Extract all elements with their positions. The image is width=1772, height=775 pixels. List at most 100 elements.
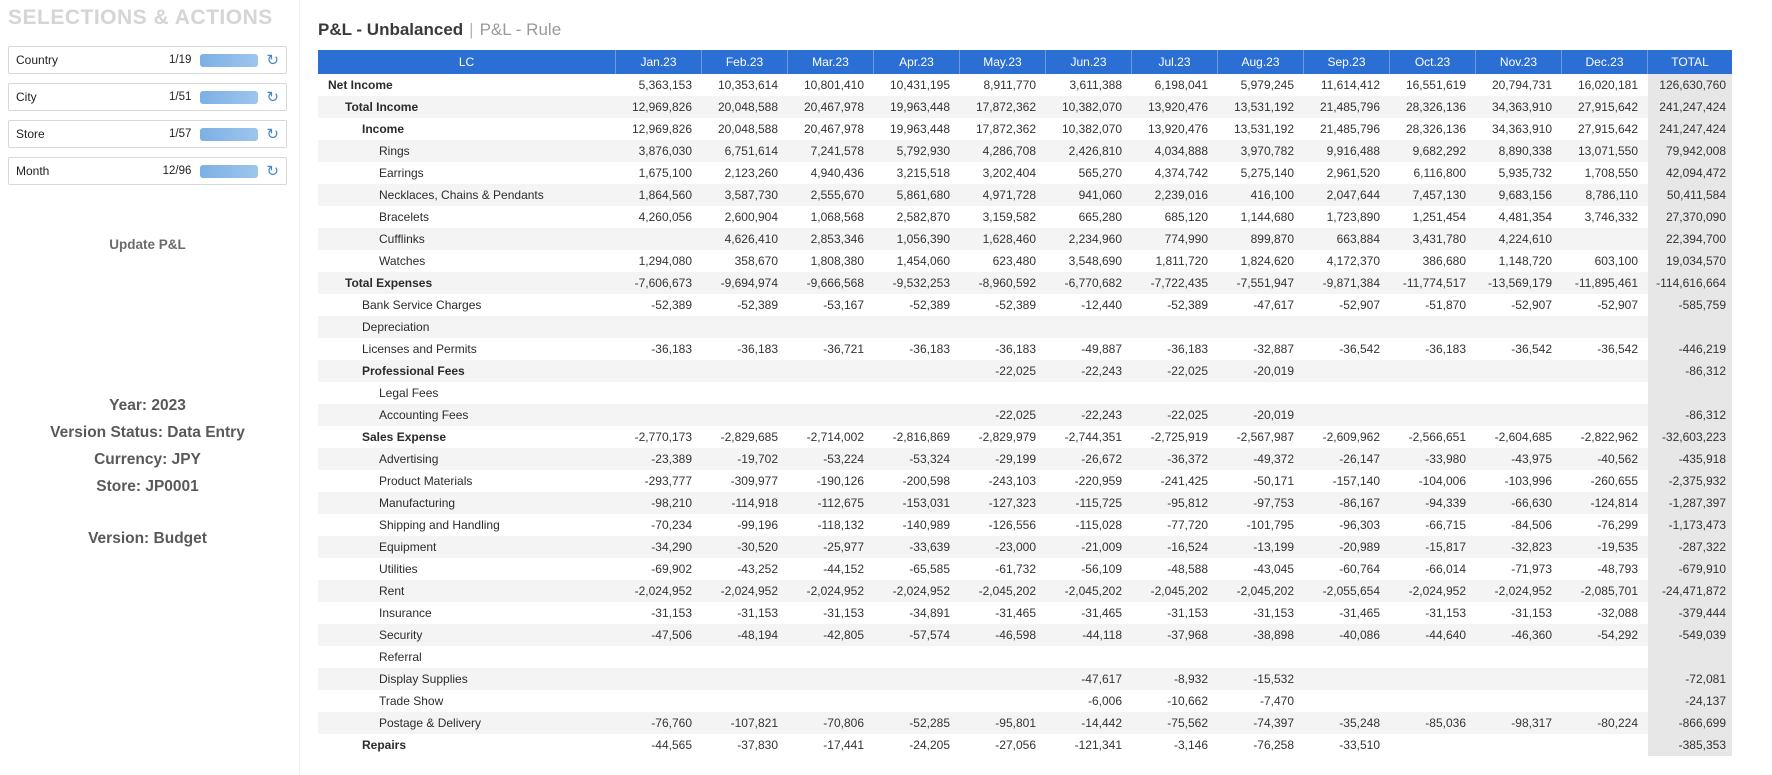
cell[interactable] [1476,690,1562,712]
cell[interactable]: -13,199 [1253,540,1294,554]
cell[interactable]: -56,109 [1081,562,1122,576]
cell[interactable]: -85,036 [1425,716,1466,730]
cell[interactable]: -94,339 [1425,496,1466,510]
cell[interactable]: -124,814 [1590,496,1638,510]
cell[interactable]: -14,442 [1081,716,1122,730]
cell[interactable]: 4,224,610 [1498,232,1552,246]
cell[interactable]: -44,118 [1082,628,1122,642]
cell[interactable]: 17,872,362 [975,100,1036,114]
cell[interactable]: -140,989 [902,518,950,532]
cell[interactable]: -27,056 [995,738,1036,752]
cell[interactable] [616,646,702,668]
cell-total[interactable]: 50,411,584 [1648,184,1732,206]
cell[interactable]: -37,830 [737,738,778,752]
cell[interactable]: -36,183 [651,342,692,356]
cell[interactable]: -48,793 [1597,562,1638,576]
cell[interactable] [616,316,702,338]
cell[interactable]: -26,672 [1081,452,1122,466]
cell[interactable]: -86,167 [1339,496,1380,510]
cell[interactable]: -127,323 [988,496,1036,510]
cell[interactable]: -7,551,947 [1236,276,1294,290]
cell[interactable]: -40,562 [1597,452,1638,466]
cell[interactable]: -53,324 [909,452,950,466]
cell-total[interactable]: 22,394,700 [1648,228,1732,250]
cell[interactable]: -2,085,701 [1580,584,1638,598]
cell[interactable]: 1,454,060 [896,254,950,268]
cell[interactable]: 10,382,070 [1061,122,1122,136]
cell[interactable]: -31,465 [1339,606,1380,620]
cell[interactable]: 12,969,826 [631,100,692,114]
cell[interactable]: -53,224 [823,452,864,466]
column-header-mar-23[interactable]: Mar.23 [788,50,874,74]
cell[interactable]: 8,911,770 [983,78,1037,92]
cell[interactable]: -29,199 [995,452,1036,466]
cell[interactable]: -36,542 [1339,342,1380,356]
cell[interactable]: 4,286,708 [982,144,1036,158]
cell[interactable]: 13,920,476 [1147,122,1208,136]
cell[interactable]: -48,588 [1167,562,1208,576]
column-header-jun-23[interactable]: Jun.23 [1046,50,1132,74]
cell[interactable]: -31,153 [737,606,778,620]
cell[interactable]: -103,996 [1504,474,1552,488]
cell[interactable]: -44,565 [651,738,692,752]
cell-total[interactable]: -86,312 [1648,360,1732,382]
cell[interactable] [1304,360,1390,382]
cell-total[interactable]: 126,630,760 [1648,74,1732,96]
cell[interactable] [1304,668,1390,690]
cell[interactable] [874,646,960,668]
cell[interactable]: 6,751,614 [724,144,778,158]
cell[interactable]: 3,970,782 [1240,144,1294,158]
cell[interactable]: 899,870 [1250,232,1294,246]
cell[interactable] [1390,404,1476,426]
cell[interactable] [1132,316,1218,338]
cell[interactable]: -48,194 [737,628,778,642]
cell[interactable]: -47,617 [1081,672,1122,686]
cell[interactable]: -2,567,987 [1236,430,1294,444]
cell-total[interactable]: -24,137 [1648,690,1732,712]
cell[interactable]: -118,132 [817,518,864,532]
cell[interactable]: 1,144,680 [1240,210,1294,224]
cell[interactable]: -44,640 [1425,628,1466,642]
cell[interactable]: -15,532 [1253,672,1294,686]
cell-total[interactable]: -114,616,664 [1648,272,1732,294]
cell-total[interactable]: -72,081 [1648,668,1732,690]
cell[interactable]: 19,963,448 [889,122,950,136]
cell[interactable]: 13,531,192 [1233,100,1294,114]
cell[interactable]: -8,932 [1173,672,1208,686]
column-header-may-23[interactable]: May.23 [960,50,1046,74]
cell[interactable]: -31,153 [651,606,692,620]
cell[interactable]: -2,055,654 [1322,584,1380,598]
cell[interactable]: 5,792,930 [896,144,950,158]
cell[interactable]: -22,025 [995,408,1036,422]
cell[interactable]: 1,628,460 [982,232,1036,246]
cell[interactable]: -21,009 [1081,540,1122,554]
cell[interactable]: 28,326,136 [1405,122,1466,136]
cell[interactable] [1562,228,1648,250]
cell[interactable]: -66,715 [1425,518,1466,532]
cell[interactable] [960,646,1046,668]
cell[interactable] [788,382,874,404]
cell[interactable]: -32,088 [1597,606,1638,620]
cell-total[interactable]: 19,034,570 [1648,250,1732,272]
cell[interactable]: -34,891 [909,606,950,620]
cell[interactable]: -2,024,952 [1494,584,1552,598]
cell[interactable]: 2,600,904 [724,210,778,224]
cell[interactable]: 27,915,642 [1577,122,1638,136]
cell[interactable]: -22,025 [995,364,1036,378]
cell[interactable] [1562,668,1648,690]
cell[interactable] [616,690,702,712]
cell[interactable]: 4,260,056 [638,210,692,224]
cell[interactable]: 5,979,245 [1240,78,1294,92]
cell[interactable]: 28,326,136 [1405,100,1466,114]
cell[interactable]: 685,120 [1164,210,1208,224]
cell[interactable] [616,228,702,250]
cell[interactable]: -2,604,685 [1494,430,1552,444]
cell[interactable]: 1,708,550 [1584,166,1638,180]
cell[interactable] [1562,360,1648,382]
cell[interactable]: -75,562 [1167,716,1208,730]
cell[interactable]: 10,353,614 [717,78,778,92]
cell[interactable]: -9,871,384 [1322,276,1380,290]
cell[interactable]: 8,890,338 [1498,144,1552,158]
cell[interactable]: 19,963,448 [889,100,950,114]
cell[interactable] [788,360,874,382]
